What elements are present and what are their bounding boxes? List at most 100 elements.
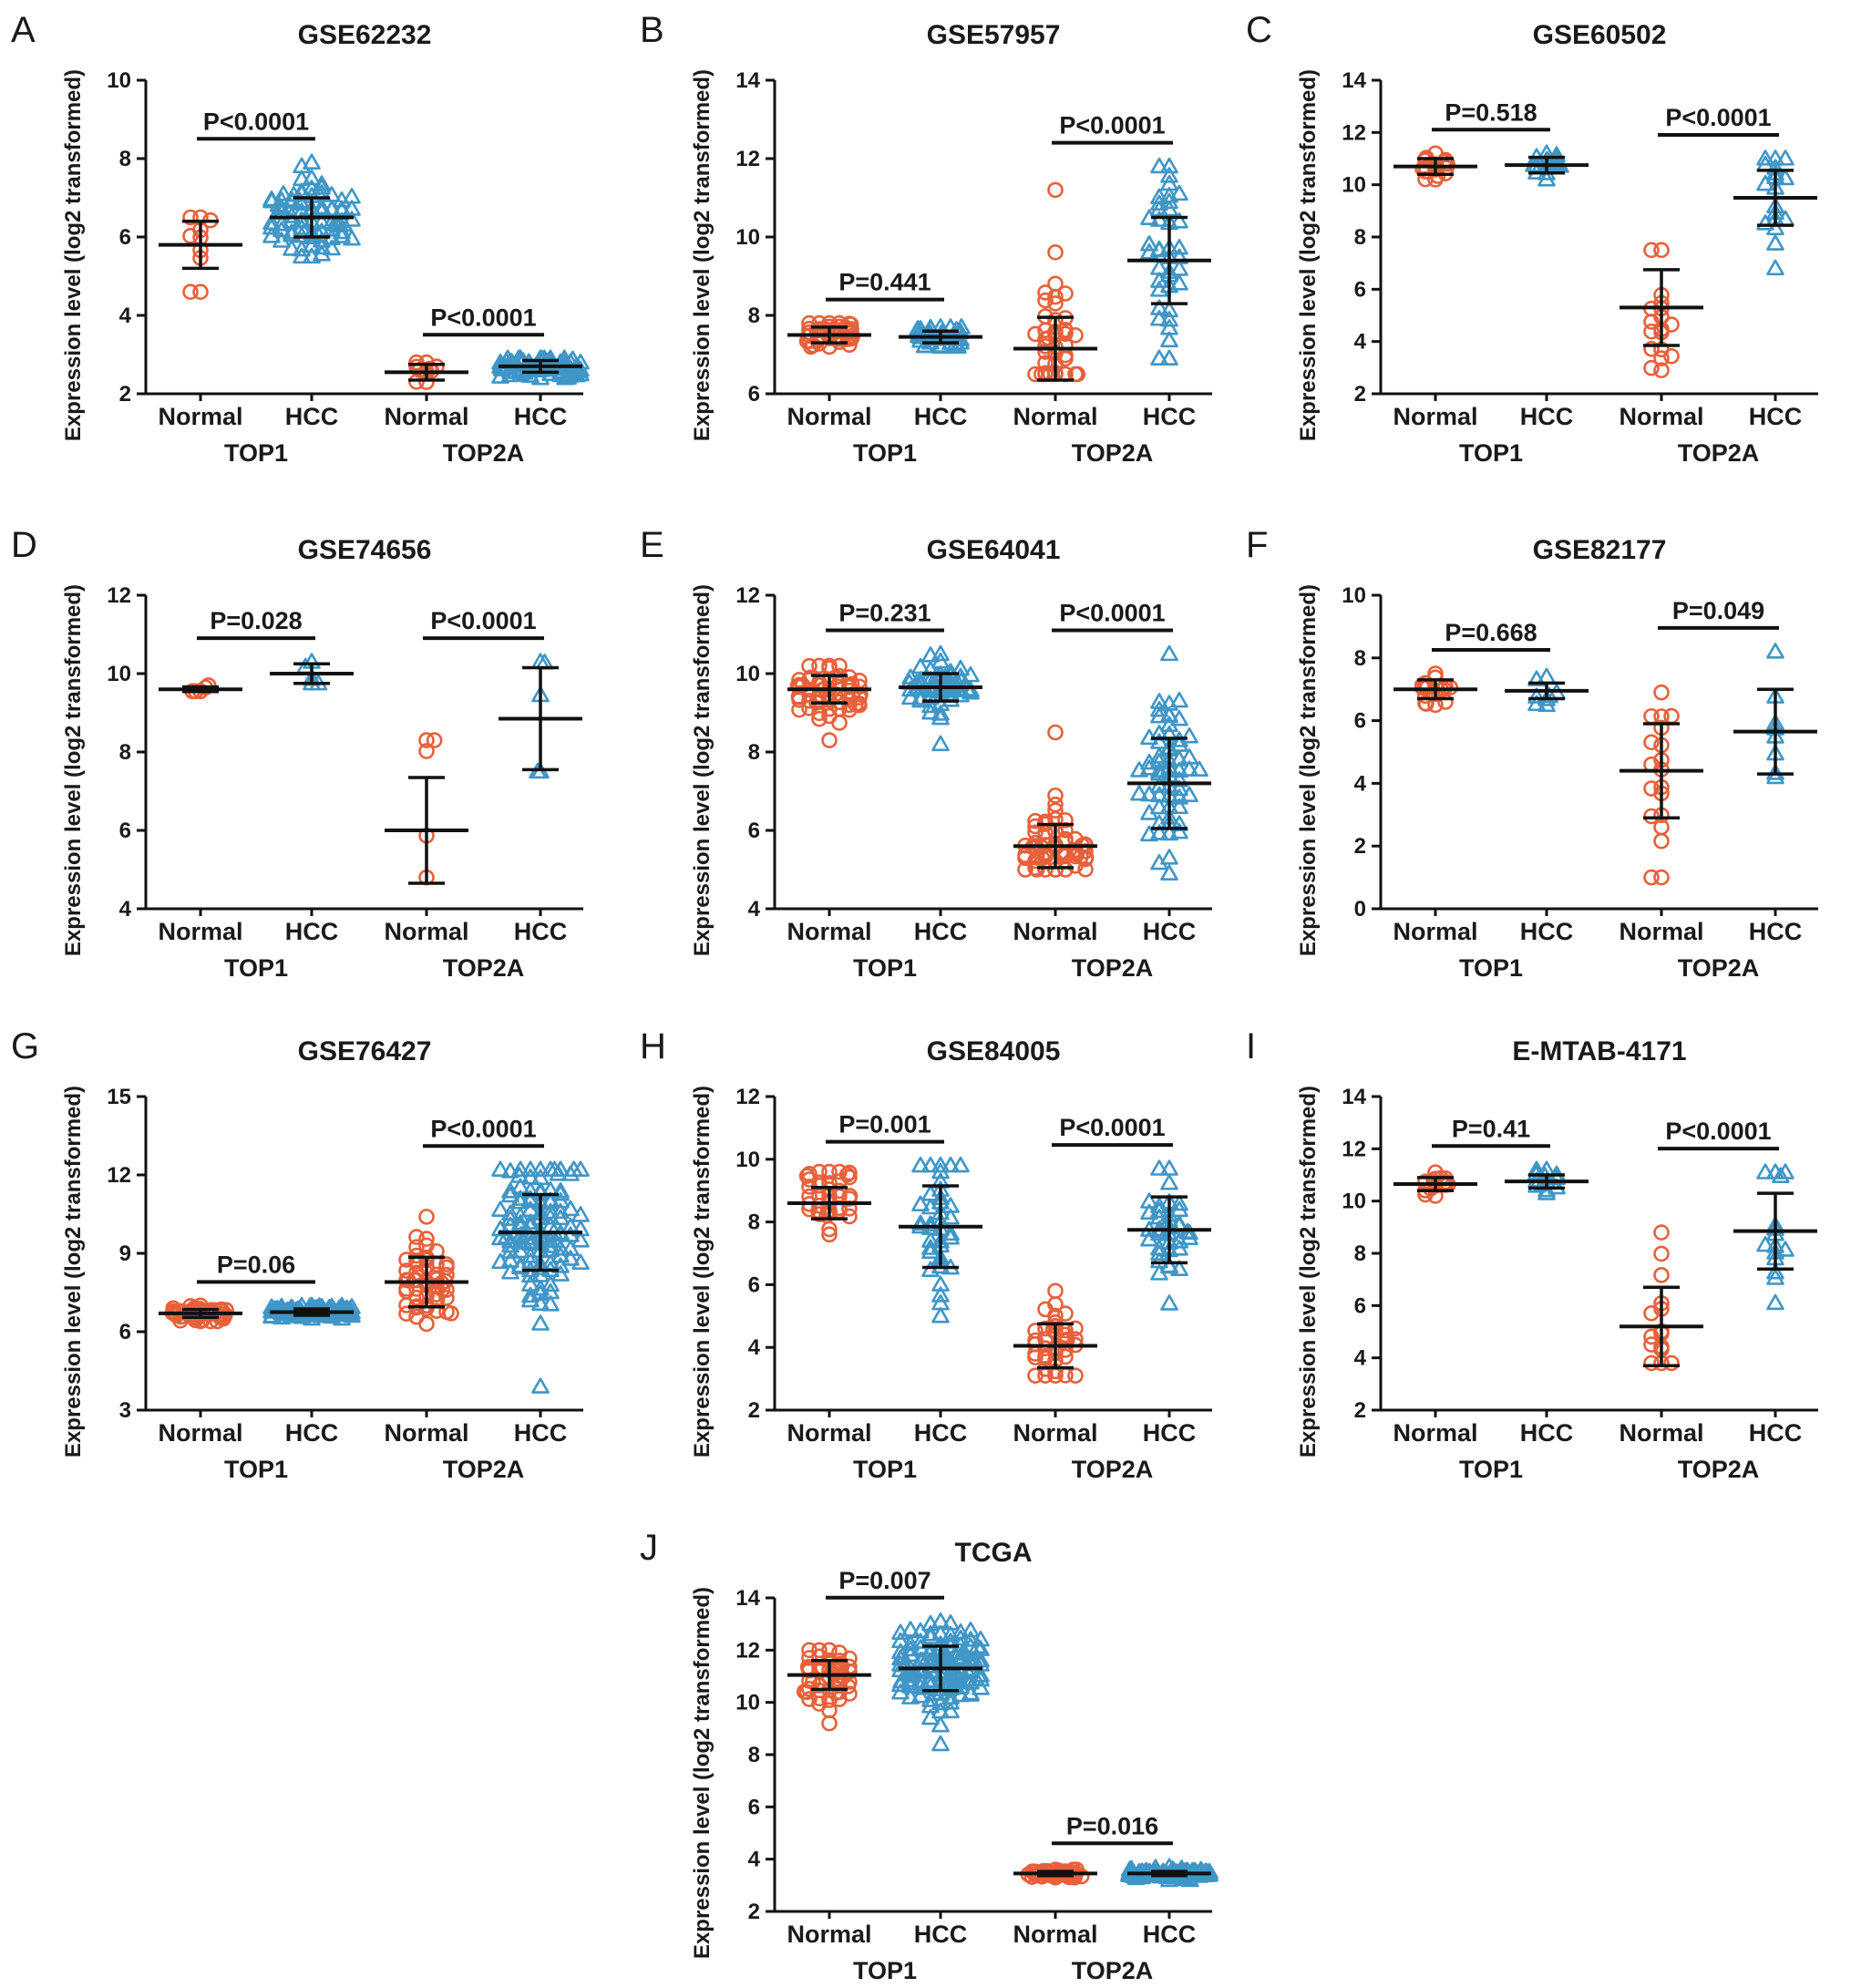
hcc-point	[1772, 1167, 1790, 1183]
y-axis-label: Expression level (log2 transformed)	[1296, 584, 1321, 956]
normal-point	[406, 1272, 423, 1289]
normal-point	[1067, 1320, 1084, 1337]
hcc-point	[891, 1684, 910, 1700]
hcc-point	[901, 1621, 920, 1637]
normal-point	[1017, 850, 1033, 867]
normal-point	[418, 743, 435, 759]
hcc-point	[1527, 670, 1546, 686]
normal-point	[841, 1169, 858, 1186]
hcc-point	[921, 1185, 940, 1201]
normal-point	[838, 1166, 856, 1183]
hcc-point	[1180, 726, 1198, 744]
y-tick-label: 6	[119, 1320, 131, 1344]
hcc-point	[972, 1630, 990, 1647]
normal-point	[1643, 780, 1660, 797]
hcc-point	[521, 1291, 540, 1308]
y-tick-label: 14	[735, 1586, 760, 1611]
category-label: HCC	[914, 918, 968, 945]
normal-point	[831, 1200, 848, 1217]
hcc-point	[1756, 174, 1774, 191]
hcc-point	[1130, 761, 1148, 778]
normal-point	[1643, 359, 1660, 376]
hcc-point	[1160, 1257, 1178, 1274]
gene-label: TOP1	[1459, 1456, 1523, 1483]
hcc-point	[511, 366, 530, 383]
p-value-label: P<0.0001	[1059, 112, 1165, 139]
y-tick-label: 4	[119, 897, 132, 922]
category-label: Normal	[1619, 403, 1703, 430]
normal-point	[1057, 1305, 1074, 1322]
y-axis-label: Expression level (log2 transformed)	[690, 1587, 715, 1959]
normal-point	[443, 1305, 459, 1322]
y-axis-label: Expression level (log2 transformed)	[61, 69, 86, 441]
hcc-point	[491, 1229, 509, 1246]
hcc-point	[1190, 760, 1208, 778]
category-label: Normal	[1393, 403, 1477, 430]
p-value-label: P=0.016	[1066, 1812, 1158, 1839]
hcc-point	[941, 1197, 960, 1213]
hcc-point	[491, 1160, 509, 1177]
y-tick-label: 10	[107, 68, 131, 93]
normal-point	[421, 360, 438, 377]
category-label: Normal	[384, 918, 468, 945]
y-tick-label: 12	[735, 1085, 760, 1109]
gene-label: TOP2A	[1072, 1456, 1154, 1483]
hcc-point	[274, 185, 293, 201]
hcc-point	[1150, 299, 1168, 315]
hcc-point	[951, 1156, 970, 1173]
hcc-point	[1170, 1260, 1188, 1276]
category-label: HCC	[514, 1419, 568, 1447]
p-value-label: P=0.007	[838, 1567, 931, 1594]
hcc-point	[921, 1697, 940, 1714]
normal-point	[1643, 707, 1660, 725]
normal-point	[1057, 1348, 1074, 1365]
hcc-point	[291, 191, 309, 209]
y-tick-label: 2	[119, 382, 131, 407]
normal-point	[1027, 824, 1044, 841]
panel-e: E GSE64041 Expression level (log2 transfor…	[640, 525, 1212, 982]
gene-label: TOP2A	[1678, 954, 1760, 982]
normal-point	[1047, 724, 1064, 741]
hcc-point	[909, 320, 927, 336]
y-tick-label: 2	[1354, 382, 1366, 407]
hcc-point	[949, 675, 968, 691]
hcc-point	[916, 336, 934, 354]
normal-point	[1643, 1328, 1660, 1345]
hcc-point	[952, 318, 971, 335]
hcc-point	[551, 1240, 570, 1256]
y-axis-label: Expression level (log2 transformed)	[61, 1086, 86, 1458]
hcc-point	[1160, 174, 1178, 191]
y-tick-label: 6	[748, 1272, 760, 1297]
y-tick-label: 2	[748, 1398, 760, 1423]
y-tick-label: 10	[735, 225, 760, 250]
gene-label: TOP1	[224, 954, 288, 982]
p-value-label: P=0.06	[217, 1251, 295, 1278]
hcc-point	[1130, 785, 1148, 801]
hcc-point	[1160, 311, 1178, 327]
hcc-point	[323, 239, 341, 256]
normal-point	[1057, 350, 1074, 367]
normal-point	[798, 1168, 816, 1184]
hcc-point	[931, 1257, 950, 1274]
y-tick-label: 12	[107, 1163, 131, 1188]
hcc-point	[1150, 1201, 1168, 1219]
normal-point	[818, 1207, 835, 1224]
normal-point	[398, 1297, 415, 1313]
hcc-point	[945, 1678, 964, 1695]
normal-point	[211, 1307, 228, 1324]
hcc-point	[541, 1237, 560, 1253]
hcc-point	[1527, 687, 1546, 704]
y-tick-label: 10	[735, 1691, 760, 1715]
hcc-point	[501, 1182, 519, 1199]
hcc-point	[1766, 767, 1784, 785]
hcc-point	[951, 1651, 970, 1667]
hcc-point	[1150, 733, 1168, 749]
hcc-point	[1160, 644, 1178, 662]
hcc-point	[561, 1200, 580, 1217]
normal-point	[801, 1642, 818, 1659]
y-tick-label: 2	[1354, 834, 1366, 859]
hcc-point	[293, 240, 311, 257]
category-label: HCC	[1520, 918, 1574, 945]
hcc-point	[911, 1195, 930, 1212]
hcc-point	[501, 1210, 519, 1226]
